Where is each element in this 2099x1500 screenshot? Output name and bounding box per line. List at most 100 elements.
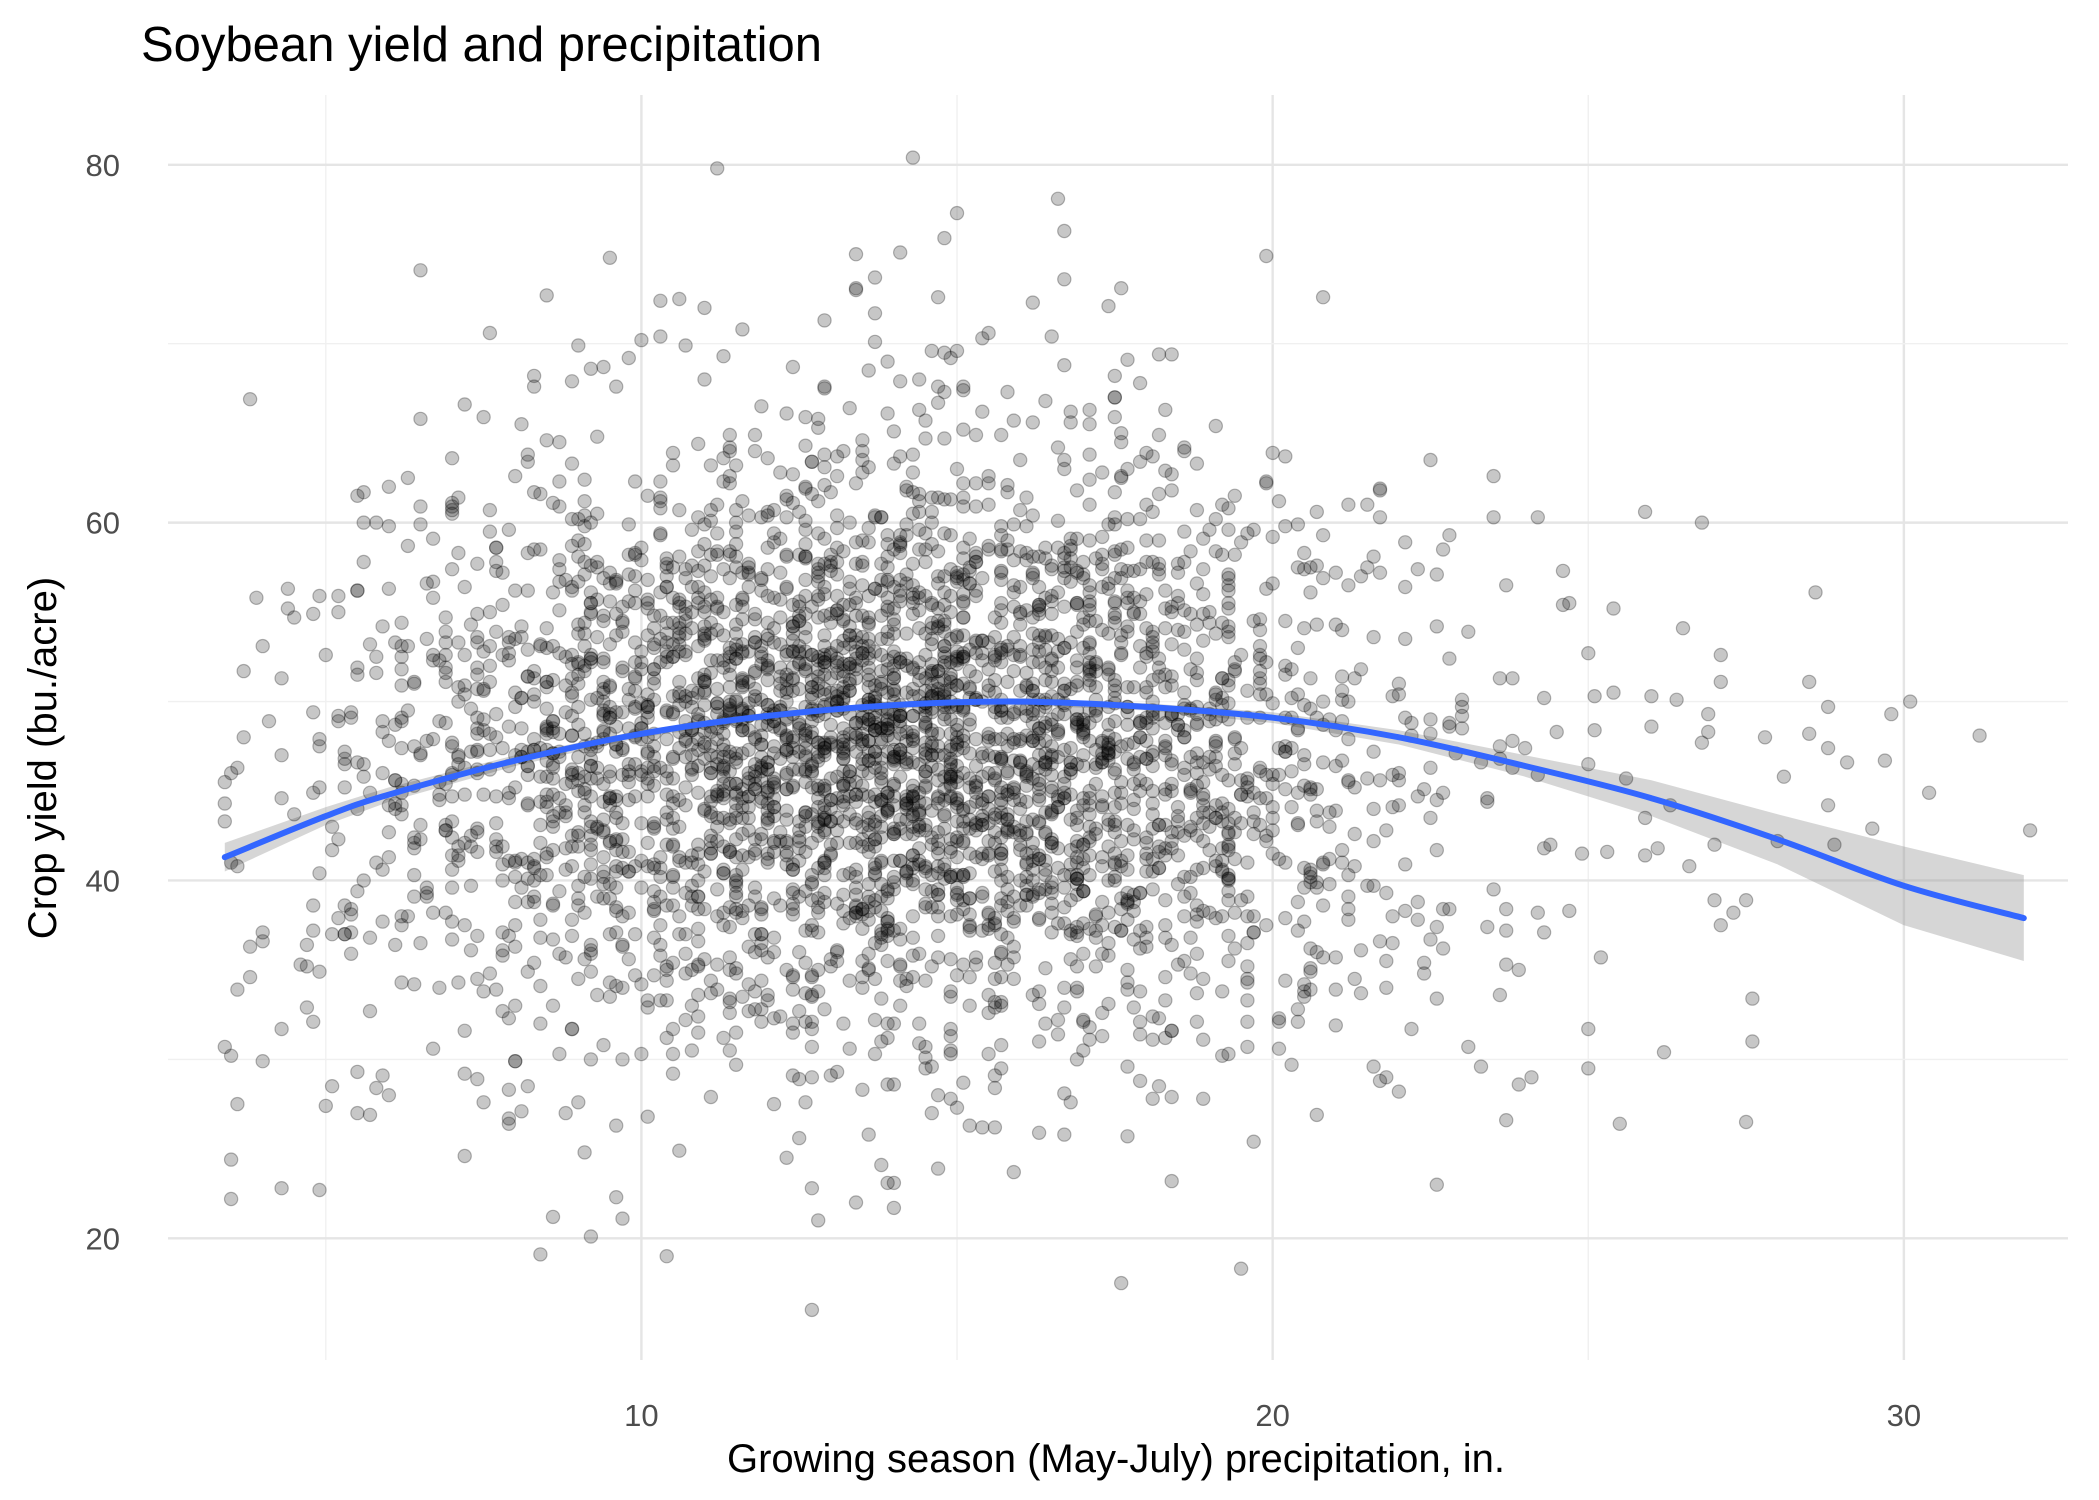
data-point — [741, 977, 756, 992]
data-point — [728, 776, 744, 792]
data-point — [779, 962, 794, 978]
data-point — [665, 839, 681, 854]
data-point — [627, 669, 643, 684]
data-point — [735, 782, 750, 797]
data-point — [811, 905, 826, 920]
data-point — [602, 680, 618, 695]
data-point — [728, 642, 744, 657]
data-point — [981, 905, 996, 920]
data-point — [1107, 368, 1123, 384]
data-point — [255, 925, 270, 940]
data-point — [962, 771, 977, 786]
data-point — [703, 502, 719, 518]
data-point — [1120, 1059, 1135, 1074]
data-point — [1132, 511, 1148, 527]
data-point — [930, 739, 946, 754]
data-point — [741, 1003, 756, 1019]
data-point — [697, 697, 712, 713]
data-point — [1480, 791, 1495, 806]
data-point — [987, 994, 1003, 1010]
data-point — [893, 769, 908, 784]
data-point — [1290, 923, 1306, 938]
data-point — [1296, 621, 1312, 636]
data-point — [640, 699, 655, 715]
data-point — [912, 819, 927, 835]
data-point — [1498, 901, 1514, 917]
data-point — [1738, 893, 1754, 908]
data-point — [1214, 497, 1230, 512]
data-point — [369, 665, 384, 681]
data-point — [1164, 1173, 1179, 1189]
data-point — [1101, 753, 1116, 768]
data-point — [653, 918, 668, 933]
data-point — [1397, 903, 1413, 919]
data-point — [1202, 805, 1217, 820]
data-point — [811, 744, 826, 759]
data-point — [930, 490, 946, 505]
data-point — [817, 579, 832, 595]
data-point — [552, 474, 567, 489]
data-point — [1164, 757, 1179, 772]
data-point — [741, 579, 756, 595]
data-point — [874, 771, 889, 786]
data-point — [539, 680, 554, 695]
data-point — [867, 814, 883, 829]
data-point — [394, 678, 409, 693]
data-point — [407, 977, 422, 992]
data-point — [1347, 780, 1362, 795]
data-point — [1221, 583, 1236, 598]
data-point — [545, 896, 561, 911]
data-point — [1132, 606, 1148, 622]
data-point — [1189, 986, 1205, 1001]
data-point — [634, 816, 649, 831]
data-point — [400, 538, 416, 554]
data-point — [1214, 547, 1230, 563]
data-point — [1195, 971, 1211, 987]
data-point — [703, 986, 719, 1001]
data-point — [432, 980, 447, 996]
data-point — [1101, 737, 1116, 752]
data-point — [665, 445, 681, 461]
data-point — [943, 1043, 958, 1058]
data-point — [1694, 515, 1710, 530]
data-point — [855, 533, 870, 548]
data-point — [1069, 597, 1085, 613]
data-point — [1164, 637, 1179, 652]
data-point — [1240, 683, 1255, 699]
data-point — [842, 1041, 857, 1056]
data-point — [697, 558, 712, 573]
data-point — [1025, 626, 1041, 641]
data-point — [508, 894, 523, 910]
data-point — [526, 542, 542, 557]
data-point — [242, 392, 258, 407]
data-point — [754, 737, 769, 752]
data-point — [1113, 774, 1129, 790]
data-point — [779, 510, 794, 525]
data-point — [470, 844, 485, 860]
data-point — [823, 1068, 839, 1083]
data-point — [1151, 844, 1167, 860]
data-point — [994, 830, 1009, 845]
data-point — [930, 663, 946, 679]
data-point — [912, 486, 927, 502]
data-point — [280, 581, 296, 597]
data-point — [1044, 925, 1059, 940]
data-point — [1019, 490, 1034, 505]
data-point — [1164, 483, 1179, 498]
data-point — [577, 869, 592, 885]
data-point — [893, 572, 908, 588]
data-point — [1240, 780, 1255, 795]
data-point — [463, 617, 479, 632]
data-point — [956, 833, 971, 849]
data-point — [804, 893, 820, 908]
data-point — [1278, 744, 1293, 759]
data-point — [1366, 1059, 1381, 1074]
data-point — [754, 927, 769, 942]
data-point — [956, 814, 971, 829]
data-point — [956, 499, 971, 514]
data-point — [583, 842, 599, 858]
data-point — [848, 662, 864, 677]
data-point — [1044, 780, 1059, 795]
data-point — [804, 1302, 820, 1318]
data-point — [1006, 785, 1022, 801]
